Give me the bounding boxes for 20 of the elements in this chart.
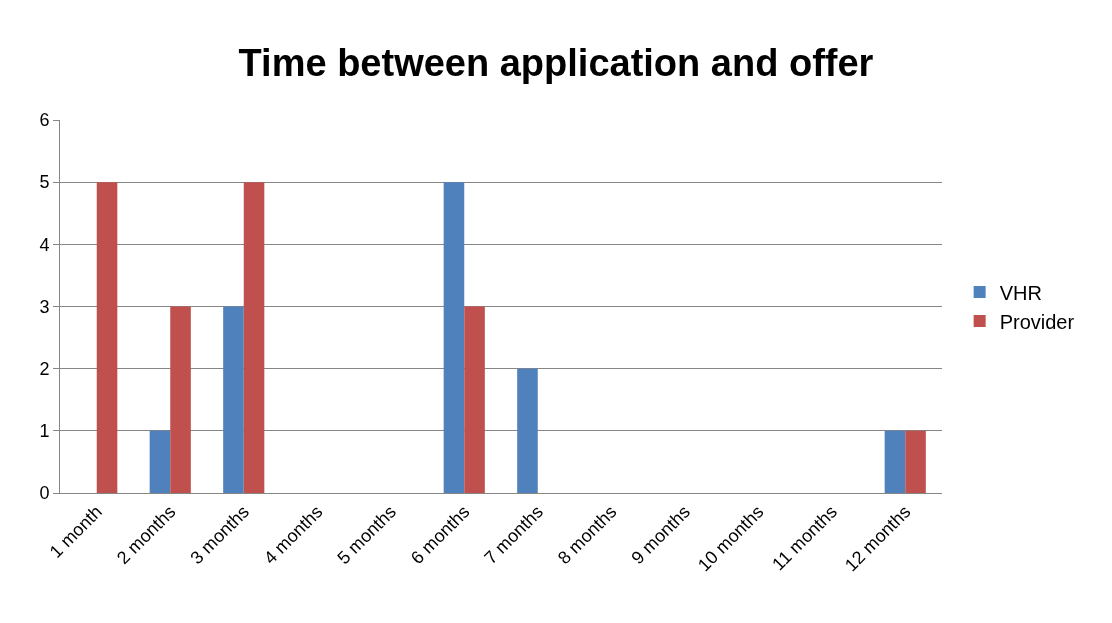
y-tick-label: 3 <box>39 296 50 317</box>
legend-label: Provider <box>999 310 1075 333</box>
bar <box>443 182 465 493</box>
y-tick-label: 1 <box>39 421 50 442</box>
y-tick-label: 6 <box>39 110 50 131</box>
bar <box>96 182 118 493</box>
bar <box>905 430 926 493</box>
bar <box>464 306 485 493</box>
bar <box>149 430 171 493</box>
y-tick-label: 2 <box>39 358 50 379</box>
bar <box>243 182 265 493</box>
y-tick-label: 4 <box>39 234 50 255</box>
chart-title: Time between application and offer <box>238 41 874 84</box>
y-tick-label: 5 <box>39 172 50 193</box>
bar <box>223 306 244 493</box>
bar <box>517 368 538 493</box>
bar <box>884 430 906 493</box>
legend-label: VHR <box>999 281 1042 304</box>
bar <box>170 306 191 493</box>
y-tick-label: 0 <box>39 483 50 504</box>
